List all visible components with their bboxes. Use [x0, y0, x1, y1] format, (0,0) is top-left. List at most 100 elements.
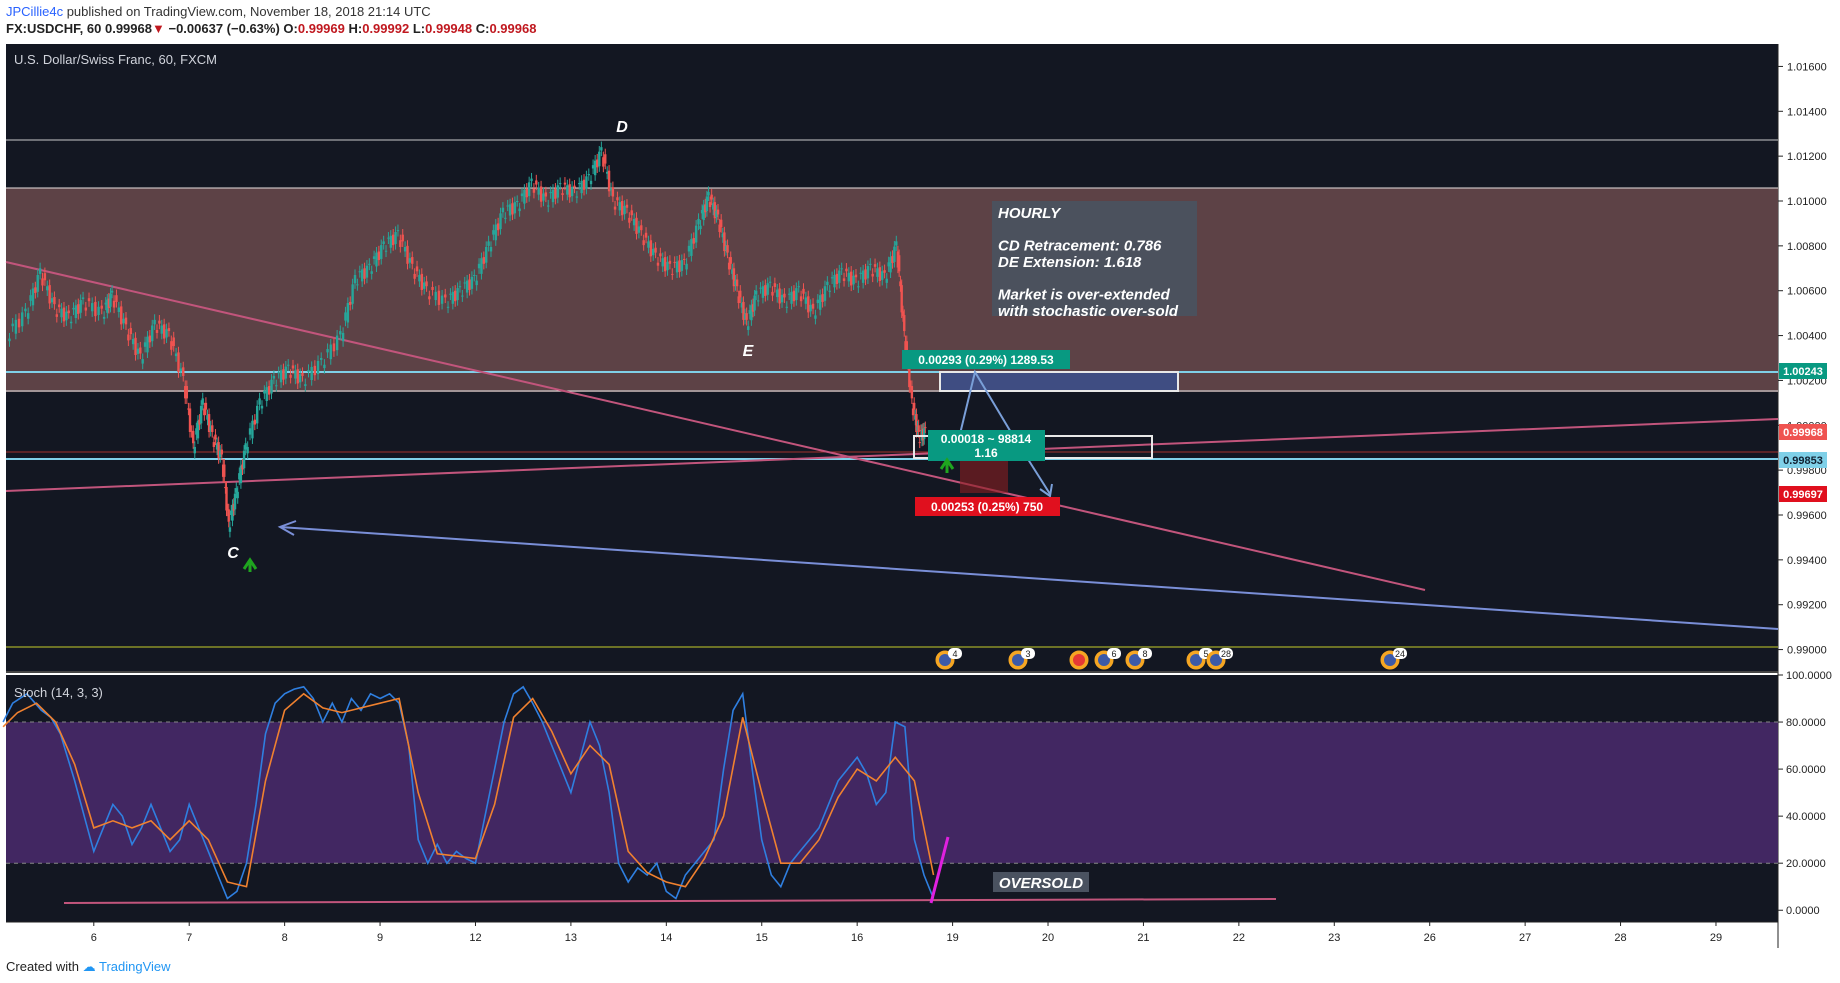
candle-body — [683, 258, 686, 260]
candle-body — [640, 225, 643, 231]
candle-body — [673, 261, 676, 263]
stoch-tick-label: 0.0000 — [1786, 905, 1820, 917]
price-tick-label: 0.99800 — [1787, 465, 1827, 477]
ratio-tag — [928, 430, 1045, 461]
supply-zone[interactable] — [6, 188, 1778, 392]
event-count-badge — [1138, 648, 1152, 659]
ascending-trendline[interactable] — [5, 418, 1779, 492]
events-row: 4 3 6 8 5 28 24 — [935, 648, 1407, 670]
author-link[interactable]: JPCillie4c — [6, 4, 64, 19]
candle-body — [739, 290, 742, 298]
candle-body — [861, 270, 865, 283]
candle-body — [652, 248, 655, 256]
time-tick-label: 21 — [1137, 932, 1149, 944]
candle-body — [162, 324, 166, 339]
candle-body — [129, 328, 132, 335]
candle-body — [680, 260, 684, 271]
price-tick-label: 1.01600 — [1787, 61, 1827, 73]
price-tick-label: 1.00800 — [1787, 241, 1827, 253]
candle-body — [190, 430, 193, 433]
candle-body — [768, 281, 772, 283]
candle-body — [363, 268, 366, 279]
candle-body — [910, 386, 914, 399]
note-line: DE Extension: 1.618 — [998, 254, 1142, 271]
candle-body — [742, 301, 745, 320]
symbol: FX:USDCHF, 60 — [6, 21, 102, 36]
candle-body — [887, 262, 890, 267]
divergence-line[interactable] — [929, 836, 950, 904]
tradingview-link[interactable]: TradingView — [99, 959, 171, 974]
candle-body — [556, 185, 559, 198]
candle-body — [748, 310, 752, 314]
stoch-trendline[interactable] — [63, 898, 1277, 904]
candle-body — [195, 428, 198, 435]
candle-body — [81, 297, 85, 299]
candle-body — [516, 201, 519, 202]
time-tick-label: 7 — [186, 932, 192, 944]
candle-body — [248, 428, 252, 435]
open-value: 0.99969 — [297, 21, 345, 36]
descending-trendline[interactable] — [5, 261, 1426, 591]
candle-body — [117, 307, 121, 313]
candle-body — [184, 386, 187, 399]
candle-body — [229, 510, 233, 515]
candle-body — [710, 194, 713, 200]
candle-body — [394, 232, 397, 244]
candle-body — [203, 408, 206, 416]
candle-body — [721, 233, 724, 238]
target-box[interactable] — [939, 371, 1179, 392]
low-value: 0.99948 — [425, 21, 473, 36]
candle-body — [751, 304, 755, 312]
candle-body — [568, 184, 571, 198]
candle-body — [816, 299, 820, 304]
candle-body — [313, 365, 317, 376]
candle-body — [715, 210, 718, 218]
candle-body — [415, 266, 419, 272]
candle-body — [307, 369, 310, 372]
candle-body — [826, 281, 829, 286]
candle-body — [143, 342, 147, 347]
candle-body — [97, 306, 100, 316]
candle-body — [346, 303, 350, 323]
candle-body — [304, 384, 307, 387]
candle-body — [8, 338, 11, 342]
candle-body — [107, 298, 111, 308]
candle-body — [351, 284, 354, 304]
candle-body — [94, 301, 97, 317]
candle-body — [475, 280, 478, 286]
candle-body — [160, 325, 163, 334]
candle-body — [456, 288, 459, 301]
time-axis[interactable] — [6, 922, 1778, 948]
down-arrow-icon: ▼ — [151, 21, 165, 36]
candle-body — [549, 192, 552, 194]
price-axis[interactable] — [1778, 44, 1840, 922]
candle-body — [726, 245, 729, 253]
projection-arrow[interactable] — [279, 526, 1779, 630]
candle-body — [420, 273, 424, 290]
candle-body — [666, 261, 669, 271]
candle-body — [387, 237, 390, 239]
candle-body — [740, 303, 744, 308]
price-tick-label: 0.99400 — [1787, 555, 1827, 567]
candle-body — [451, 291, 455, 304]
ratio-label-2: 1.16 — [974, 446, 998, 460]
candle-body — [656, 262, 660, 266]
hourly-note-box[interactable] — [992, 201, 1197, 316]
candle-body — [151, 325, 154, 342]
candle-body — [26, 313, 30, 319]
candle-body — [17, 318, 21, 328]
oversold-label: OVERSOLD — [999, 875, 1083, 892]
candle-body — [903, 315, 906, 332]
candle-body — [690, 239, 693, 256]
stoch-ticks: 100.0000 80.0000 60.0000 40.0000 20.0000 0.00… — [1778, 670, 1832, 917]
candle-body — [444, 294, 447, 298]
candle-body — [153, 319, 156, 325]
candle-body — [236, 491, 239, 499]
price-tag-label: 0.99968 — [1783, 427, 1823, 439]
event-count-badge — [1021, 648, 1035, 659]
publish-line: JPCillie4c published on TradingView.com,… — [6, 4, 431, 19]
path-projection[interactable] — [959, 369, 1051, 495]
candle-body — [182, 367, 185, 376]
candle-body — [401, 234, 404, 242]
